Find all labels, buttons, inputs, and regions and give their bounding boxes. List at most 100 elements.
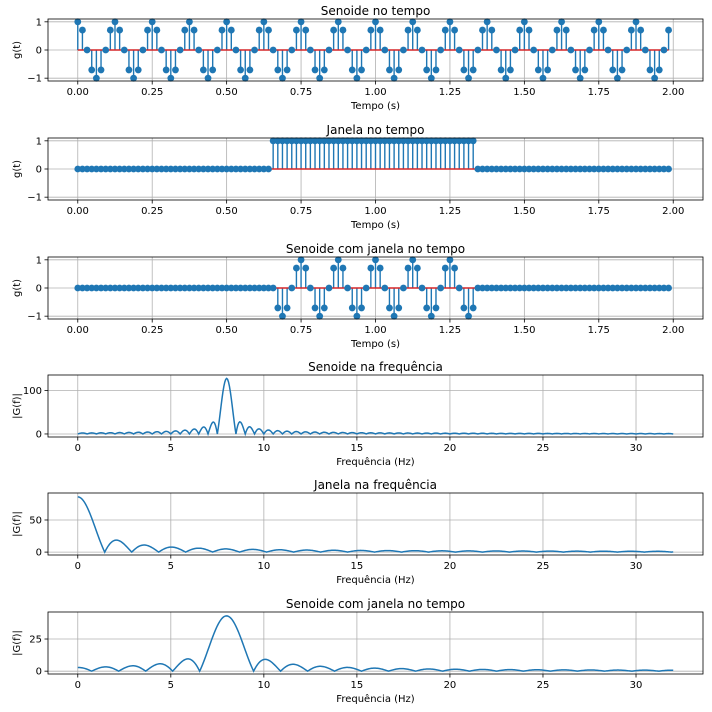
stem-marker <box>479 26 486 34</box>
x-tick-label: 15 <box>351 561 364 572</box>
stem-marker <box>111 284 119 292</box>
axes-frame <box>47 256 704 320</box>
stem-marker <box>451 137 458 145</box>
stem-marker <box>493 165 500 173</box>
x-tick-label: 30 <box>630 680 643 691</box>
y-axis-label: |G(f)| <box>12 511 23 537</box>
stem-marker <box>488 284 496 292</box>
stem-marker <box>237 66 244 74</box>
stem-marker <box>83 46 91 54</box>
x-tick-label: 15 <box>351 680 364 691</box>
stem-marker <box>134 66 142 74</box>
stem-marker <box>623 284 631 292</box>
x-tick-label: 0.00 <box>67 206 89 217</box>
stem-marker <box>441 137 449 145</box>
stem-marker <box>660 165 668 173</box>
stem-marker <box>660 46 668 54</box>
x-tick-label: 0.25 <box>141 87 163 98</box>
stem-marker <box>293 137 300 145</box>
y-tick-label: 50 <box>29 515 42 526</box>
stem-marker <box>502 284 510 292</box>
stem-marker <box>446 137 454 145</box>
stem-marker <box>316 312 324 320</box>
stem-marker <box>265 284 272 292</box>
stem-marker <box>102 46 110 54</box>
stem-marker <box>609 284 617 292</box>
stem-marker <box>330 26 338 34</box>
y-tick-label: 0 <box>36 548 42 559</box>
stem-marker <box>632 18 640 26</box>
stem-marker <box>297 137 305 145</box>
stem-marker <box>390 312 398 320</box>
stem-marker <box>362 284 370 292</box>
stem-marker <box>223 165 231 173</box>
stem-marker <box>209 284 217 292</box>
stem-marker <box>516 284 524 292</box>
stem-marker <box>581 165 589 173</box>
y-tick-label: 0 <box>36 165 42 176</box>
stem-marker <box>167 284 175 292</box>
stem-marker <box>297 256 305 264</box>
stem-marker <box>460 304 468 312</box>
stem-marker <box>562 165 570 173</box>
x-tick-label: 10 <box>257 443 270 454</box>
stem-marker <box>241 165 249 173</box>
stem-marker <box>576 74 584 82</box>
stem-marker <box>520 165 528 173</box>
stem-marker <box>344 137 351 145</box>
x-tick-label: 25 <box>537 561 550 572</box>
stem-marker <box>74 165 82 173</box>
x-tick-label: 0.75 <box>290 325 312 336</box>
stem-marker <box>79 165 86 173</box>
axes-frame <box>47 374 704 438</box>
stem-marker <box>199 165 207 173</box>
x-tick-label: 0.25 <box>141 325 163 336</box>
chart-title: Senoide no tempo <box>321 4 431 18</box>
stem-marker <box>572 165 579 173</box>
stem-marker <box>395 304 403 312</box>
x-tick-label: 15 <box>351 443 364 454</box>
stem-marker <box>483 284 491 292</box>
stem-marker <box>381 284 389 292</box>
stem-marker <box>158 284 165 292</box>
stem-marker <box>223 18 231 26</box>
stem-marker <box>418 284 426 292</box>
stem-marker <box>274 137 282 145</box>
stem-marker <box>269 284 277 292</box>
stem-marker <box>586 284 593 292</box>
stem-marker <box>590 26 598 34</box>
stem-marker <box>516 165 524 173</box>
stem-marker <box>469 137 477 145</box>
stem-marker <box>274 304 282 312</box>
stem-marker <box>190 165 198 173</box>
stem-marker <box>567 284 575 292</box>
stem-marker <box>609 165 617 173</box>
stem-marker <box>539 165 547 173</box>
stem-marker <box>372 137 379 145</box>
stem-marker <box>97 165 105 173</box>
stem-marker <box>251 165 258 173</box>
stem-marker <box>418 46 426 54</box>
x-tick-label: 0.00 <box>67 325 89 336</box>
stem-marker <box>469 66 477 74</box>
stem-marker <box>144 284 151 292</box>
stem-marker <box>469 304 477 312</box>
stem-marker <box>520 18 528 26</box>
y-tick-label: 100 <box>23 386 42 397</box>
stem-marker <box>404 137 412 145</box>
stem-marker <box>116 165 124 173</box>
stem-marker <box>320 137 328 145</box>
stem-marker <box>186 18 193 26</box>
stem-marker <box>572 284 579 292</box>
stem-marker <box>246 284 254 292</box>
stem-marker <box>460 66 468 74</box>
stem-marker <box>646 284 654 292</box>
stem-marker <box>316 74 324 82</box>
stem-marker <box>106 165 114 173</box>
stem-marker <box>204 284 212 292</box>
stem-marker <box>460 137 468 145</box>
stem-marker <box>455 284 463 292</box>
stem-marker <box>246 165 254 173</box>
stem-marker <box>562 26 570 34</box>
